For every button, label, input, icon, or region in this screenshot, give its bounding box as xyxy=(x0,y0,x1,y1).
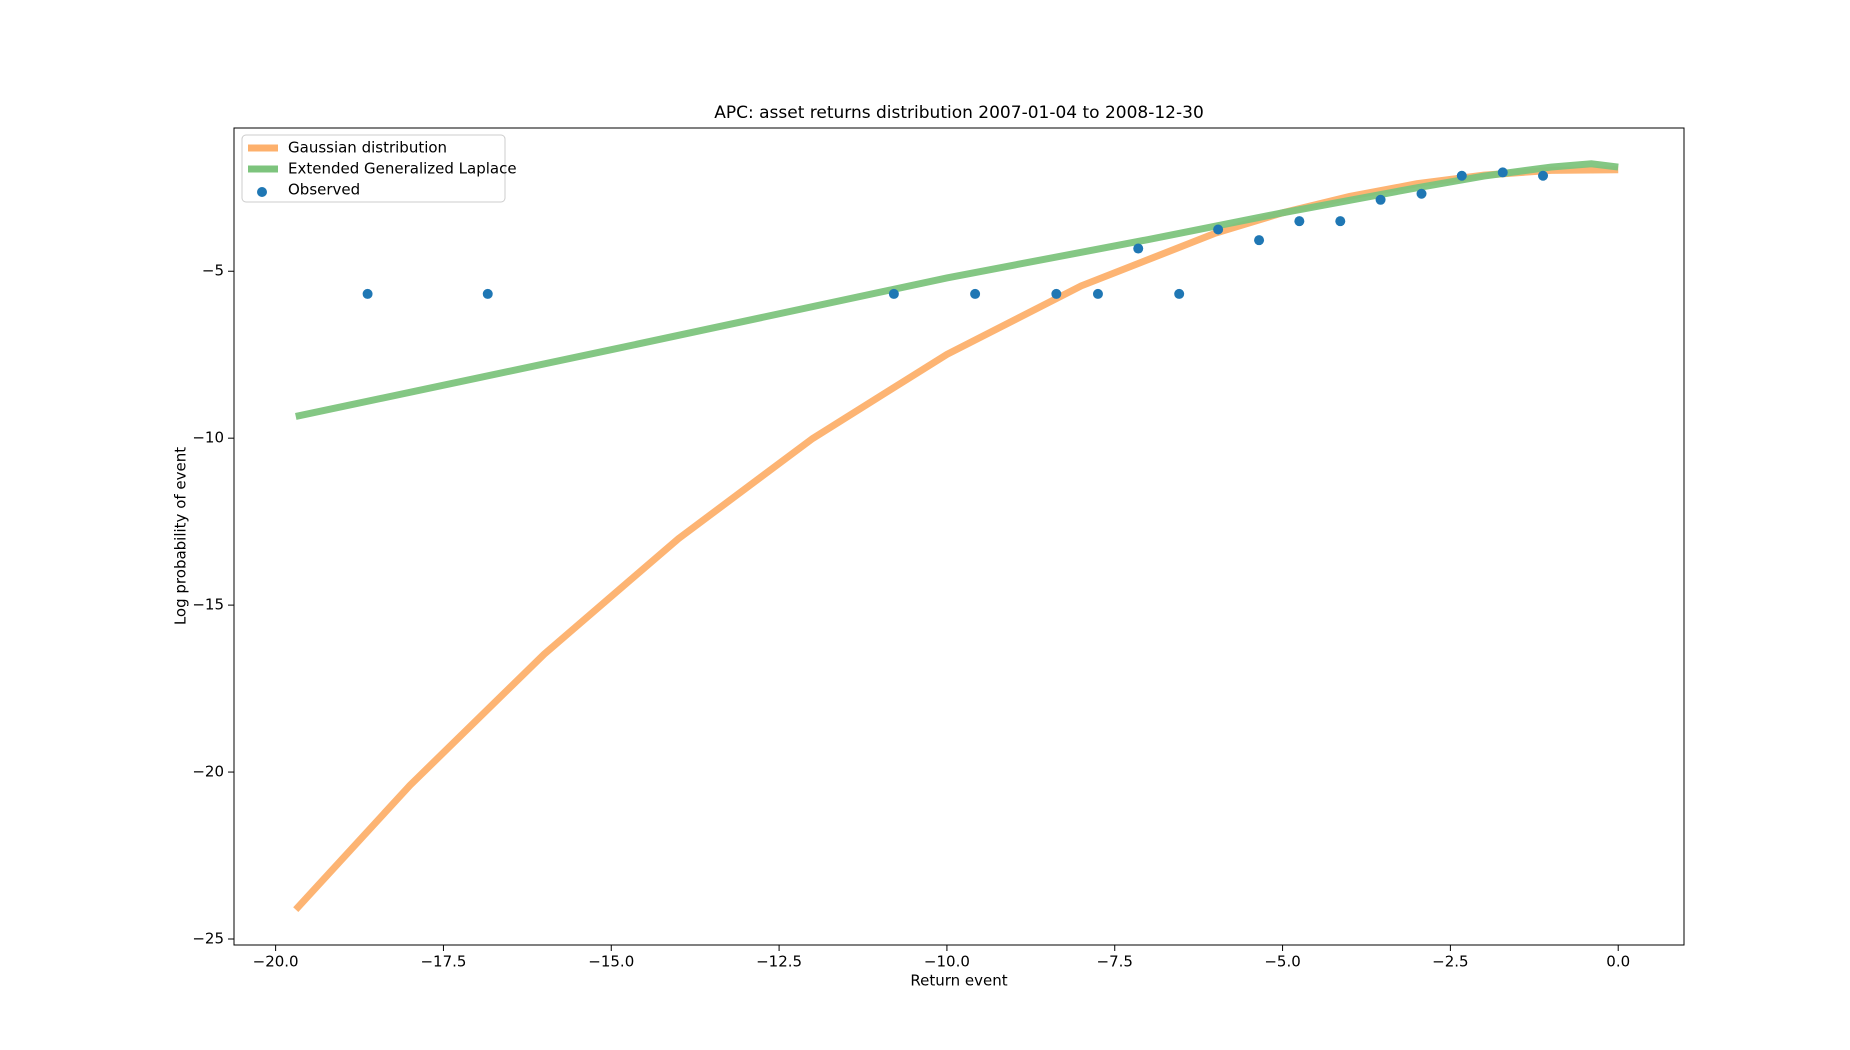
point xyxy=(482,288,493,299)
x-tick-label: −7.5 xyxy=(1097,953,1133,971)
point xyxy=(362,288,373,299)
x-tick-label: −12.5 xyxy=(756,953,802,971)
point xyxy=(1335,216,1346,227)
y-tick-label: −20 xyxy=(192,763,224,781)
x-tick-label: 0.0 xyxy=(1606,953,1630,971)
point xyxy=(1538,170,1549,181)
point xyxy=(1133,243,1144,254)
legend-label: Observed xyxy=(288,181,360,199)
legend-label: Extended Generalized Laplace xyxy=(288,160,517,178)
legend-label: Gaussian distribution xyxy=(288,139,447,157)
point xyxy=(1497,167,1508,178)
plot-frame xyxy=(233,127,1685,946)
x-tick-label: −5.0 xyxy=(1264,953,1300,971)
x-axis-label: Return event xyxy=(910,972,1007,990)
x-tick-label: −2.5 xyxy=(1432,953,1468,971)
point xyxy=(1375,194,1386,205)
legend-marker xyxy=(257,187,267,197)
x-tick-label: −15.0 xyxy=(588,953,634,971)
line xyxy=(293,166,1619,912)
point xyxy=(1213,224,1224,235)
point xyxy=(888,288,899,299)
point xyxy=(1051,288,1062,299)
y-tick-label: −15 xyxy=(192,596,224,614)
point xyxy=(970,288,981,299)
point xyxy=(1416,188,1427,199)
y-tick-label: −25 xyxy=(192,929,224,947)
x-tick-label: −17.5 xyxy=(420,953,466,971)
point xyxy=(1174,288,1185,299)
legend-box xyxy=(241,134,506,203)
y-tick-label: −10 xyxy=(192,429,224,447)
y-tick-label: −5 xyxy=(202,262,224,280)
point xyxy=(1294,216,1305,227)
x-tick-label: −20.0 xyxy=(253,953,299,971)
line xyxy=(295,160,1619,420)
x-tick-label: −10.0 xyxy=(924,953,970,971)
point xyxy=(1254,235,1265,246)
point xyxy=(1456,170,1467,181)
y-axis-label: Log probability of event xyxy=(172,447,190,625)
chart-title: APC: asset returns distribution 2007-01-… xyxy=(714,103,1204,123)
point xyxy=(1092,288,1103,299)
plot-area xyxy=(293,160,1619,912)
